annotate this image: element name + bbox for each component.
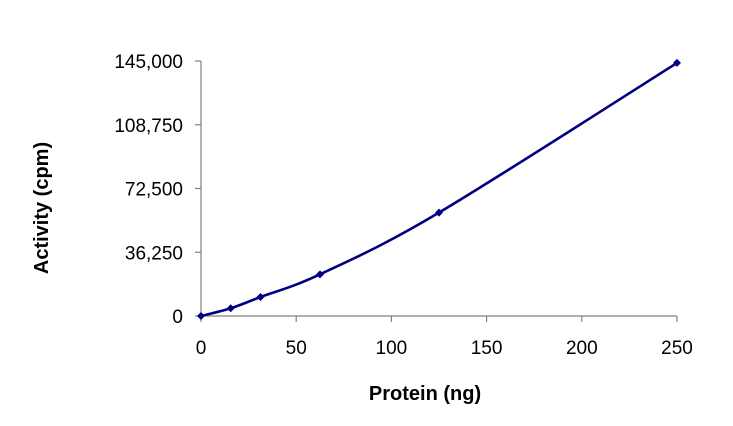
data-point xyxy=(256,293,265,302)
x-tick-label: 200 xyxy=(566,338,598,359)
data-point xyxy=(673,58,681,67)
y-tick-label: 108,750 xyxy=(114,116,183,137)
series-line xyxy=(200,61,678,318)
y-tick-label: 145,000 xyxy=(114,52,183,73)
data-point xyxy=(435,208,443,217)
x-tick-label: 0 xyxy=(196,338,207,359)
data-point xyxy=(226,304,235,313)
x-tick-label: 100 xyxy=(376,338,408,359)
axes xyxy=(195,60,678,322)
y-tick-label: 72,500 xyxy=(125,180,183,201)
y-axis-label: Activity (cpm) xyxy=(31,142,53,274)
x-axis-label: Protein (ng) xyxy=(369,383,481,405)
series xyxy=(197,58,681,320)
y-tick-label: 0 xyxy=(172,307,183,328)
x-tick-label: 50 xyxy=(286,338,307,359)
x-tick-label: 150 xyxy=(471,338,503,359)
y-tick-label: 36,250 xyxy=(125,243,183,264)
data-point xyxy=(197,312,205,320)
x-tick-label: 250 xyxy=(661,338,693,359)
tick-labels: 0 36,250 72,500 108,750 145,000 0 50 100 150 200 2… xyxy=(114,52,693,359)
data-point xyxy=(316,270,324,279)
